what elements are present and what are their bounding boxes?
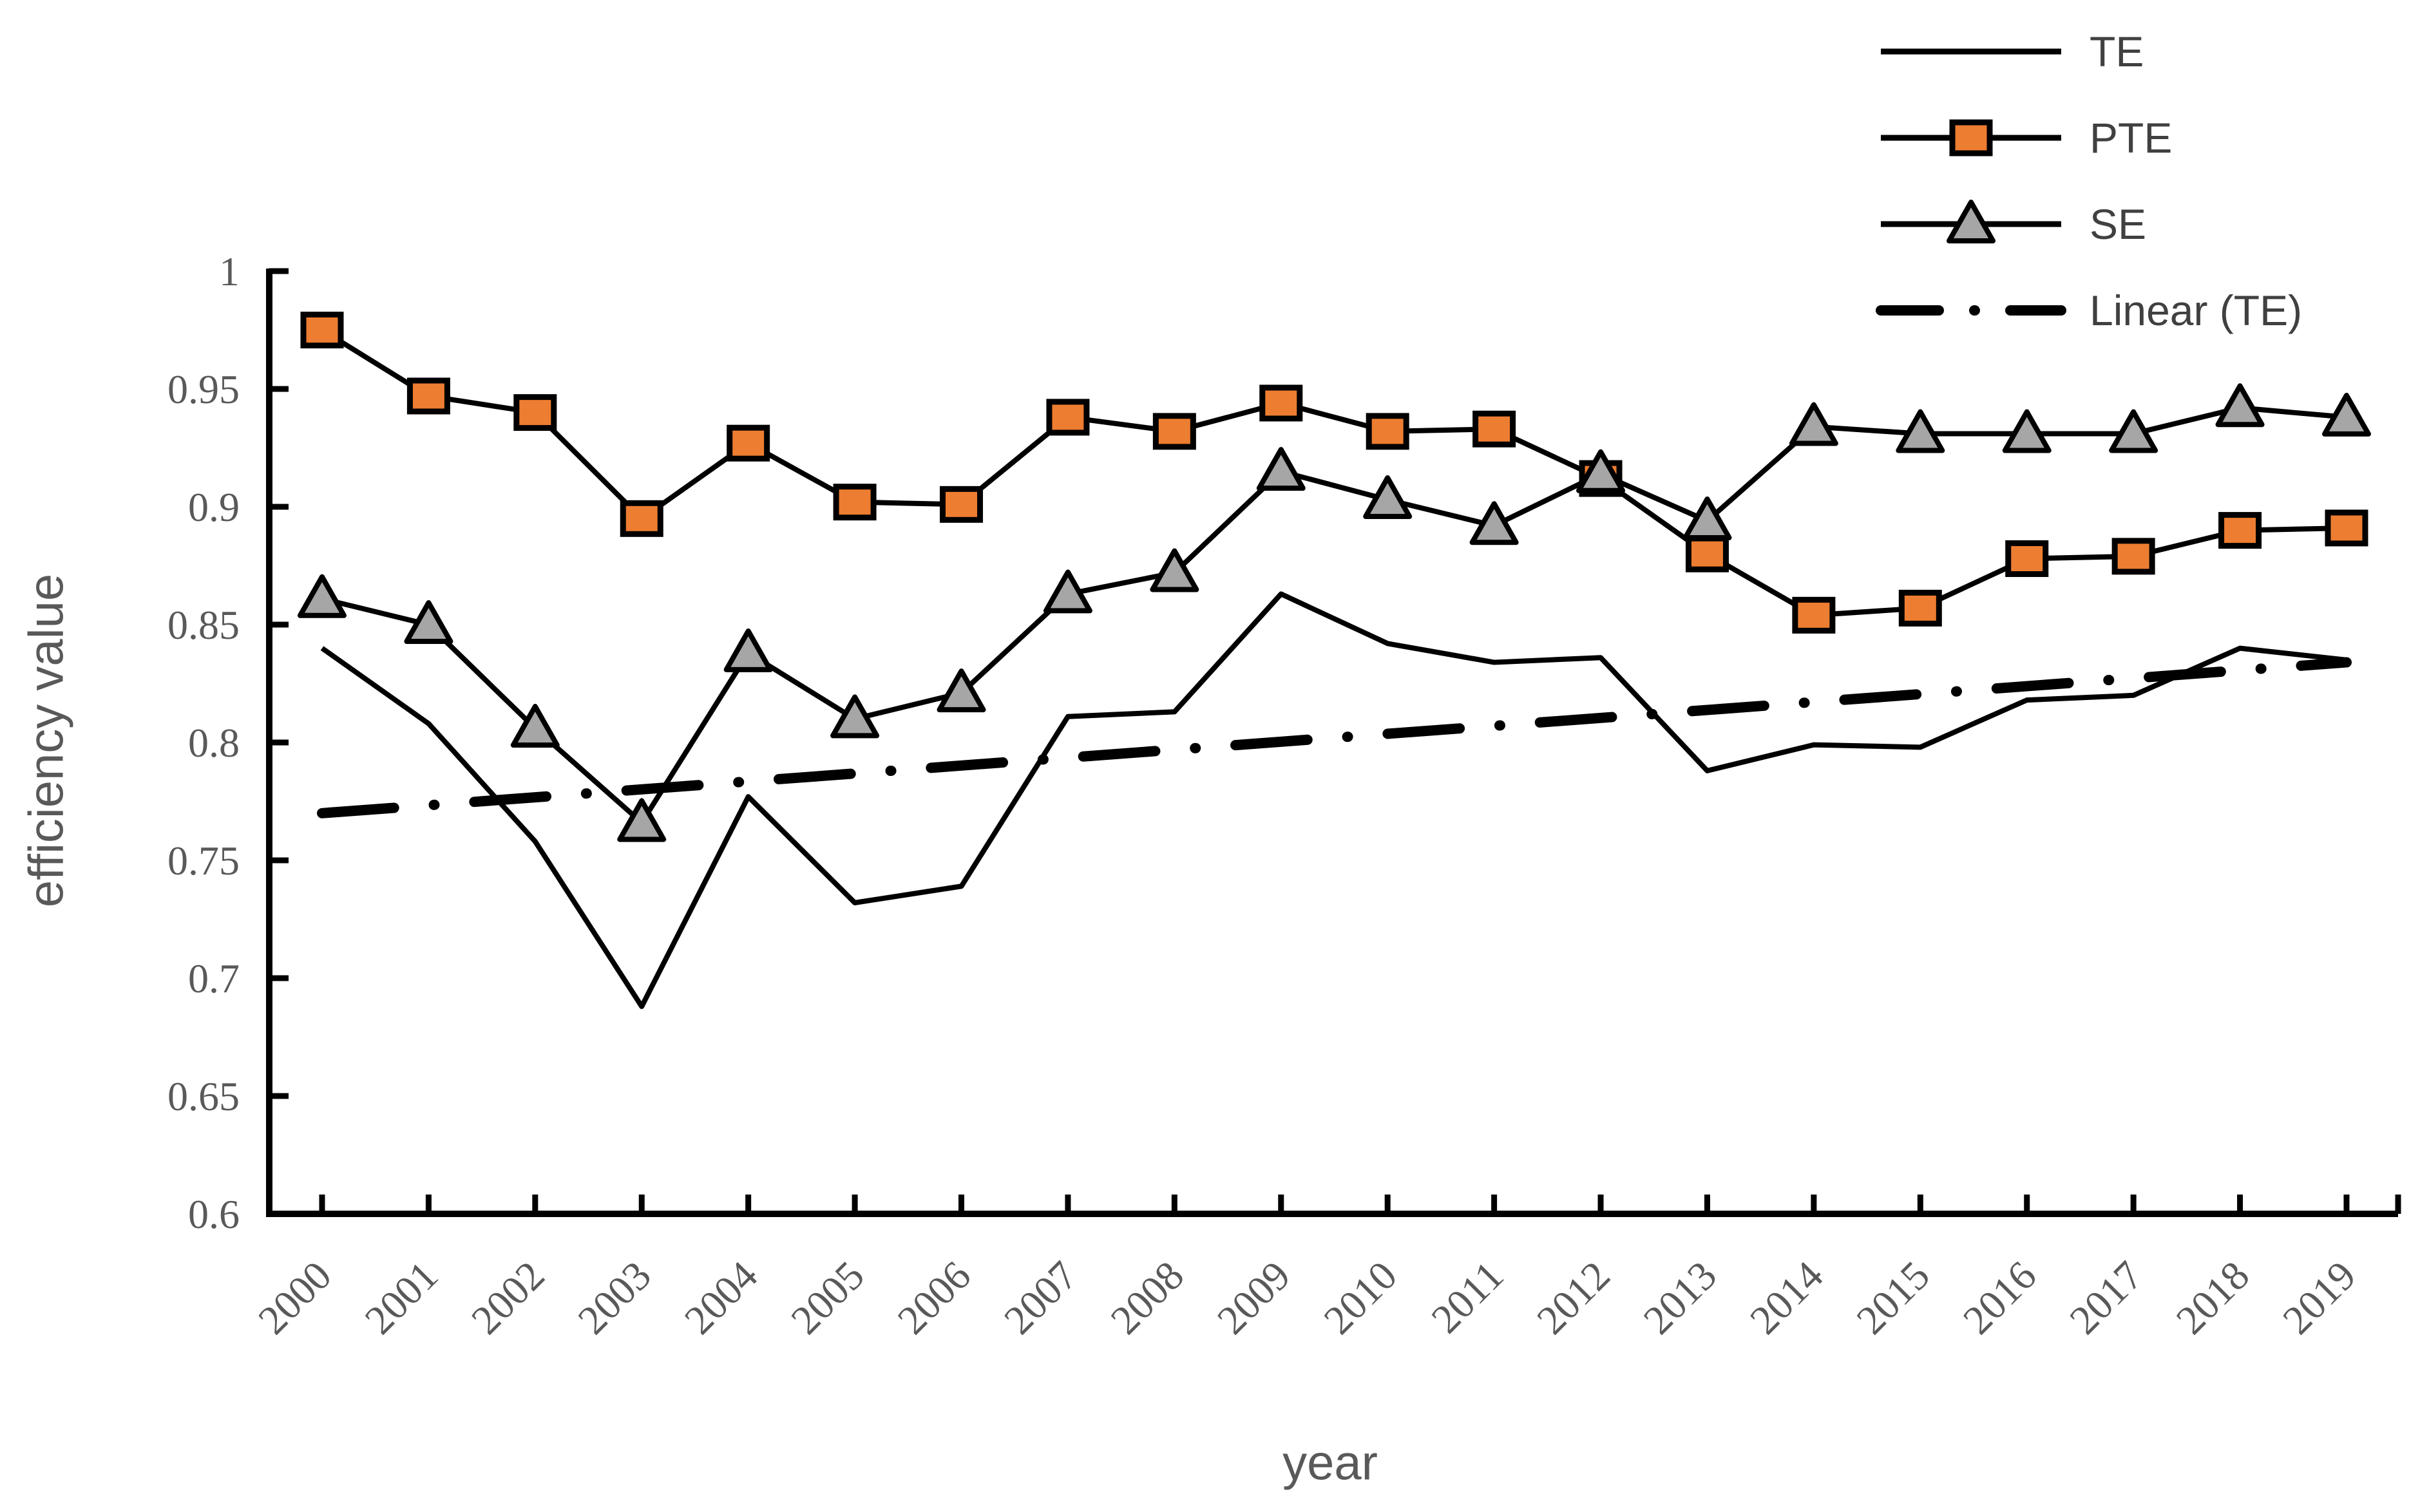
legend-label: PTE (2090, 114, 2172, 162)
se-marker (1789, 402, 1838, 446)
x-tick-label: 2017 (2061, 1252, 2151, 1343)
pte-marker (1046, 399, 1090, 436)
pte-marker (833, 484, 877, 521)
x-tick-label: 2007 (995, 1252, 1086, 1343)
pte-marker (1685, 535, 1729, 572)
se-marker (510, 704, 560, 748)
x-tick-label: 2014 (1741, 1252, 1832, 1343)
x-tick-label: 2004 (676, 1252, 767, 1343)
se-marker (1150, 548, 1199, 592)
se-marker (1576, 449, 1626, 493)
pte-marker (2005, 540, 2049, 578)
se-marker (617, 798, 667, 842)
pte-marker (1259, 384, 1303, 422)
pte-marker (2325, 509, 2368, 547)
legend-label: SE (2090, 200, 2146, 248)
pte-marker (2111, 538, 2155, 575)
pte-marker (406, 377, 450, 415)
x-tick-label: 2005 (782, 1252, 873, 1343)
y-tick-label: 0.7 (188, 956, 240, 1001)
x-tick-label: 2009 (1208, 1252, 1299, 1343)
se-marker (2321, 392, 2371, 437)
pte-marker (1152, 413, 1196, 450)
x-tick-label: 2000 (249, 1252, 340, 1343)
pte-marker (300, 312, 344, 348)
se-marker (2215, 383, 2265, 428)
se-marker (2002, 409, 2052, 453)
pte-marker (513, 394, 557, 431)
legend-label: Linear (TE) (2090, 287, 2302, 334)
y-axis-title: efficiency value (19, 573, 74, 908)
se-marker (1896, 409, 1945, 453)
se-marker (830, 694, 880, 739)
se-marker (404, 600, 453, 644)
se-marker (937, 668, 986, 713)
se-marker (298, 574, 347, 618)
y-tick-label: 0.8 (188, 720, 240, 766)
y-tick-label: 0.6 (188, 1191, 240, 1237)
pte-marker (1472, 410, 1516, 448)
x-tick-label: 2016 (1954, 1252, 2045, 1343)
se-marker (1043, 569, 1092, 614)
se-marker (2109, 409, 2158, 453)
series-se-line (321, 405, 2347, 826)
x-tick-label: 2013 (1635, 1252, 1726, 1343)
x-axis-title: year (1282, 1435, 1378, 1491)
pte-marker (1366, 413, 1409, 450)
pte-marker (2218, 512, 2262, 549)
se-marker (1682, 496, 1732, 540)
x-tick-label: 2012 (1528, 1252, 1619, 1343)
x-tick-label: 2018 (2167, 1252, 2258, 1343)
pte-marker (727, 424, 770, 462)
x-tick-label: 2008 (1102, 1252, 1193, 1343)
pte-marker (1898, 589, 1942, 627)
y-tick-label: 0.9 (188, 484, 240, 530)
y-tick-label: 0.75 (167, 838, 240, 884)
x-tick-label: 2003 (569, 1252, 660, 1343)
legend-se-marker (1947, 200, 1996, 243)
y-tick-label: 0.65 (167, 1073, 240, 1119)
x-tick-label: 2015 (1847, 1252, 1938, 1343)
y-tick-label: 0.85 (167, 602, 240, 648)
se-marker (1469, 501, 1519, 545)
se-marker (723, 628, 773, 672)
pte-marker (1792, 596, 1836, 634)
x-tick-label: 2019 (2274, 1252, 2365, 1343)
pte-marker (940, 486, 984, 523)
y-tick-label: 1 (219, 249, 240, 294)
x-tick-label: 2002 (462, 1252, 553, 1343)
trendline-linear-te (317, 657, 2352, 818)
y-tick-label: 0.95 (167, 366, 240, 412)
se-marker (1363, 475, 1413, 520)
legend-pte-marker (1949, 119, 1993, 156)
x-tick-label: 2010 (1315, 1252, 1405, 1343)
series-te-line (320, 591, 2347, 1009)
x-tick-label: 2006 (889, 1252, 980, 1343)
pte-marker (620, 500, 663, 537)
x-tick-label: 2001 (356, 1252, 447, 1343)
legend-label: TE (2090, 28, 2144, 75)
se-marker (1256, 447, 1306, 491)
x-tick-label: 2011 (1422, 1252, 1512, 1342)
